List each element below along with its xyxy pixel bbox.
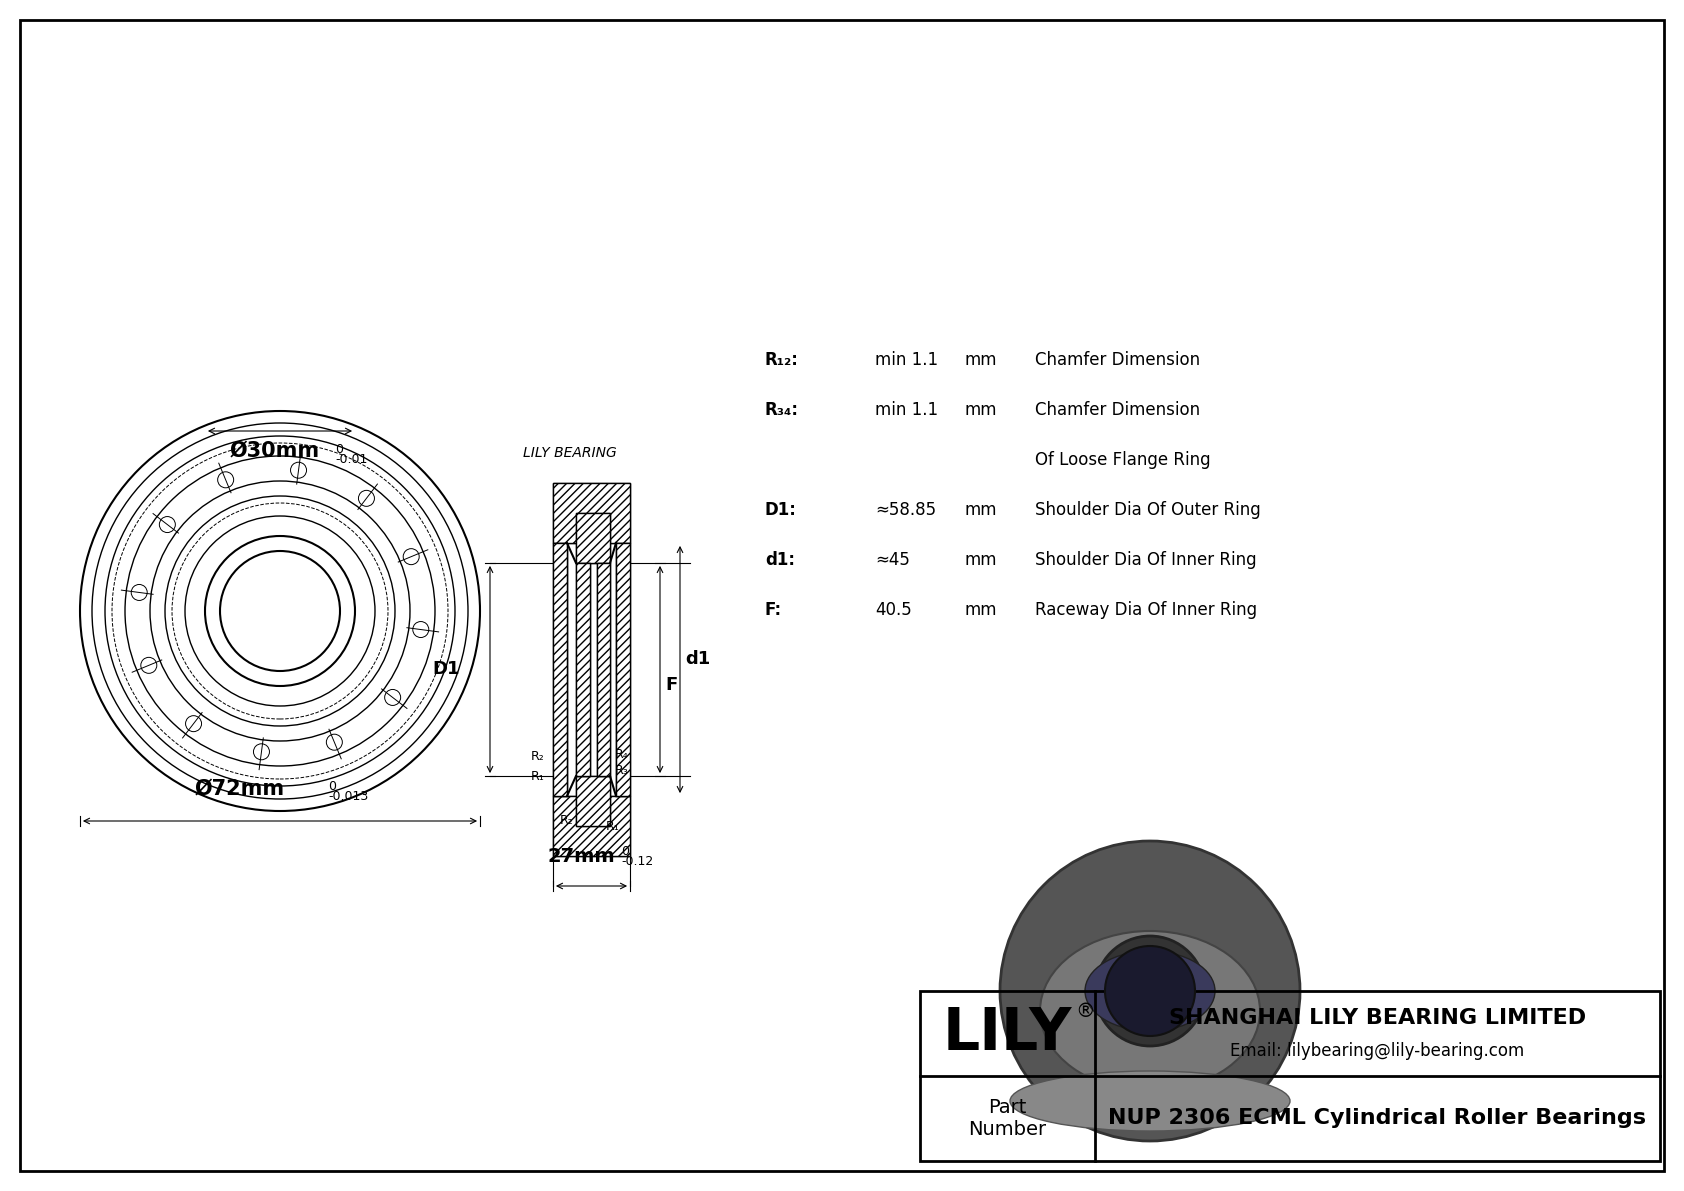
Bar	[552, 796, 630, 856]
Text: R₁: R₁	[530, 769, 546, 782]
Text: R₁₂:: R₁₂:	[765, 351, 798, 369]
Text: LILY: LILY	[943, 1005, 1073, 1062]
Circle shape	[1000, 841, 1300, 1141]
Text: R₄: R₄	[615, 748, 628, 761]
Bar	[552, 543, 568, 796]
Text: mm: mm	[965, 501, 997, 519]
Text: Raceway Dia Of Inner Ring: Raceway Dia Of Inner Ring	[1036, 601, 1258, 619]
Text: d1: d1	[685, 650, 711, 668]
Circle shape	[1095, 936, 1206, 1046]
Text: mm: mm	[965, 601, 997, 619]
Bar	[616, 543, 630, 796]
Text: -0.01: -0.01	[335, 453, 367, 466]
Bar	[598, 563, 610, 777]
Bar	[919, 991, 1660, 1161]
Ellipse shape	[1041, 931, 1260, 1091]
Text: Email: lilybearing@lily-bearing.com: Email: lilybearing@lily-bearing.com	[1231, 1042, 1524, 1060]
Text: 40.5: 40.5	[876, 601, 911, 619]
Text: 0: 0	[335, 443, 344, 456]
Text: R₂: R₂	[561, 815, 574, 828]
Text: d1:: d1:	[765, 551, 795, 569]
Text: SHANGHAI LILY BEARING LIMITED: SHANGHAI LILY BEARING LIMITED	[1169, 1009, 1586, 1029]
Text: Shoulder Dia Of Inner Ring: Shoulder Dia Of Inner Ring	[1036, 551, 1256, 569]
Text: LILY BEARING: LILY BEARING	[524, 445, 616, 460]
Text: Part
Number: Part Number	[968, 1098, 1046, 1139]
Bar	[552, 796, 630, 856]
Text: 0: 0	[621, 844, 630, 858]
Bar	[616, 543, 630, 796]
Text: F: F	[665, 675, 677, 693]
Text: Ø30mm: Ø30mm	[231, 441, 320, 461]
Bar	[552, 543, 568, 796]
Text: mm: mm	[965, 351, 997, 369]
Text: D1: D1	[433, 661, 460, 679]
Text: ≈45: ≈45	[876, 551, 909, 569]
Text: 0: 0	[328, 780, 337, 793]
Bar	[576, 777, 610, 827]
Text: mm: mm	[965, 401, 997, 419]
Text: D1:: D1:	[765, 501, 797, 519]
Bar	[552, 484, 630, 543]
Text: Chamfer Dimension: Chamfer Dimension	[1036, 351, 1201, 369]
Text: -0.013: -0.013	[328, 790, 369, 803]
Text: Ø72mm: Ø72mm	[195, 779, 285, 799]
Text: -0.12: -0.12	[621, 855, 653, 868]
Text: R₃₄:: R₃₄:	[765, 401, 798, 419]
Text: R₁: R₁	[606, 819, 620, 833]
Circle shape	[221, 551, 340, 671]
Circle shape	[1105, 946, 1196, 1036]
Bar	[576, 513, 610, 563]
Text: ®: ®	[1076, 1002, 1095, 1021]
Text: 27mm: 27mm	[547, 847, 615, 866]
Text: R₂: R₂	[530, 749, 546, 762]
Ellipse shape	[1084, 950, 1214, 1031]
Bar	[576, 777, 610, 827]
Text: R₃: R₃	[615, 765, 628, 778]
Bar	[552, 484, 630, 543]
Text: Of Loose Flange Ring: Of Loose Flange Ring	[1036, 451, 1211, 469]
Text: min 1.1: min 1.1	[876, 351, 938, 369]
Text: Shoulder Dia Of Outer Ring: Shoulder Dia Of Outer Ring	[1036, 501, 1261, 519]
Bar	[576, 563, 589, 777]
Bar	[598, 563, 610, 777]
Text: min 1.1: min 1.1	[876, 401, 938, 419]
Bar	[576, 563, 589, 777]
Text: Chamfer Dimension: Chamfer Dimension	[1036, 401, 1201, 419]
Text: NUP 2306 ECML Cylindrical Roller Bearings: NUP 2306 ECML Cylindrical Roller Bearing…	[1108, 1109, 1647, 1129]
Bar	[576, 513, 610, 563]
Text: mm: mm	[965, 551, 997, 569]
Text: F:: F:	[765, 601, 781, 619]
Text: ≈58.85: ≈58.85	[876, 501, 936, 519]
Ellipse shape	[1010, 1071, 1290, 1131]
